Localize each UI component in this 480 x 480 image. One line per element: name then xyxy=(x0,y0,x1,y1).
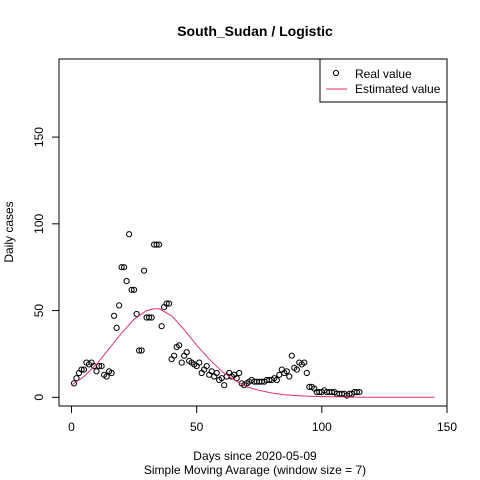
real-value-point xyxy=(111,312,118,319)
real-value-point xyxy=(221,382,228,389)
real-value-point xyxy=(123,278,130,285)
real-value-point xyxy=(178,359,185,366)
x-tick-label: 0 xyxy=(68,420,75,434)
real-value-point xyxy=(121,264,128,271)
real-value-point xyxy=(293,366,300,373)
y-tick-label: 50 xyxy=(32,304,46,318)
real-value-point xyxy=(183,349,190,356)
real-value-point xyxy=(133,310,140,318)
real-value-point xyxy=(118,264,125,271)
y-axis: 0 50 100 150 xyxy=(32,127,60,401)
y-axis-label: Daily cases xyxy=(2,201,16,262)
x-tick-label: 150 xyxy=(437,420,457,434)
real-value-point xyxy=(301,359,308,366)
real-value-point xyxy=(108,369,115,377)
real-value-point xyxy=(288,352,295,359)
real-value-point xyxy=(276,371,283,378)
real-value-point xyxy=(80,366,88,373)
real-value-point xyxy=(73,375,80,382)
real-value-point xyxy=(153,241,160,248)
real-value-point xyxy=(196,359,203,366)
real-value-point xyxy=(236,369,243,377)
real-value-point xyxy=(116,302,123,309)
real-value-point xyxy=(98,363,105,370)
legend-box xyxy=(319,58,448,103)
real-value-point xyxy=(138,347,145,354)
real-value-point xyxy=(93,368,100,375)
real-value-point xyxy=(78,366,85,373)
real-value-point xyxy=(113,324,120,331)
y-tick-label: 0 xyxy=(32,394,46,401)
real-value-point xyxy=(136,347,143,354)
real-value-point xyxy=(353,389,360,396)
x-tick-label: 50 xyxy=(190,420,204,434)
x-axis: 0 50 100 150 xyxy=(68,405,457,434)
real-value-point xyxy=(283,368,290,375)
x-axis-label: Days since 2020-05-09 xyxy=(193,449,317,463)
real-value-point xyxy=(156,241,163,248)
real-value-point xyxy=(103,373,110,380)
real-value-point xyxy=(213,369,220,377)
real-value-point xyxy=(203,363,210,370)
plot-frame xyxy=(58,58,448,407)
estimated-value-line xyxy=(71,308,435,398)
estimated-value-path xyxy=(71,308,435,398)
x-axis-sublabel: Simple Moving Avarage (window size = 7) xyxy=(144,463,366,477)
real-value-point xyxy=(128,286,135,293)
real-value-point xyxy=(273,376,280,384)
real-value-points xyxy=(70,231,363,399)
real-value-point xyxy=(70,380,78,387)
real-value-point xyxy=(146,314,153,321)
real-value-point xyxy=(126,231,133,238)
y-tick-label: 100 xyxy=(32,213,46,233)
real-value-point xyxy=(141,267,148,274)
y-tick-label: 150 xyxy=(32,127,46,147)
x-tick-label: 100 xyxy=(312,420,332,434)
real-value-point xyxy=(131,286,138,293)
legend-estimated-label: Estimated value xyxy=(355,82,441,96)
real-value-point xyxy=(166,300,173,307)
real-value-point xyxy=(356,389,363,396)
chart-title: South_Sudan / Logistic xyxy=(177,23,333,39)
legend: Real value Estimated value xyxy=(319,58,448,103)
real-value-point xyxy=(171,352,178,359)
real-value-point xyxy=(158,323,165,330)
real-value-point xyxy=(233,375,240,382)
real-value-point xyxy=(303,369,310,377)
real-value-point xyxy=(163,300,170,307)
real-value-point xyxy=(148,314,155,321)
legend-real-marker xyxy=(332,69,340,77)
legend-real-label: Real value xyxy=(355,67,412,81)
real-value-point xyxy=(176,342,183,349)
real-value-point xyxy=(286,373,293,380)
real-value-point xyxy=(96,363,103,370)
